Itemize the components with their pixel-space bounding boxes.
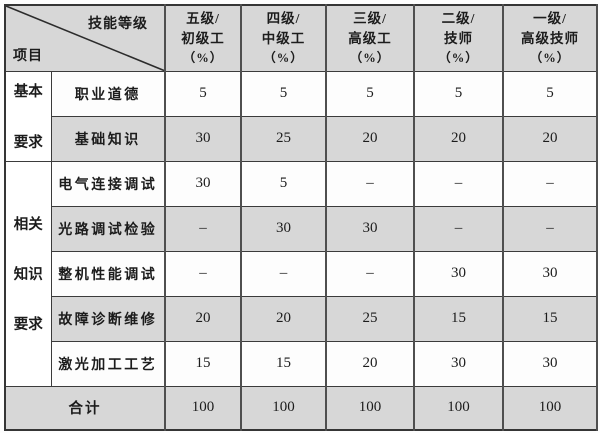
row-item-label: 激光加工工艺 bbox=[50, 340, 166, 387]
value-cell: 30 bbox=[164, 115, 242, 162]
total-value-cell: 100 bbox=[413, 385, 504, 431]
total-value-cell: 100 bbox=[164, 385, 242, 431]
value-cell: – bbox=[164, 205, 242, 252]
table-row: 光路调试检验 – 30 30 – – bbox=[5, 205, 598, 252]
row-item-label: 职业道德 bbox=[50, 70, 166, 117]
total-value-cell: 100 bbox=[502, 385, 598, 431]
value-cell: 5 bbox=[325, 70, 415, 117]
value-cell: – bbox=[413, 205, 504, 252]
diagonal-divider-line bbox=[6, 6, 164, 71]
value-cell: 30 bbox=[413, 340, 504, 387]
value-cell: 5 bbox=[502, 70, 598, 117]
value-cell: 30 bbox=[240, 205, 327, 252]
value-cell: 5 bbox=[240, 160, 327, 207]
value-cell: 30 bbox=[502, 250, 598, 297]
value-cell: 5 bbox=[413, 70, 504, 117]
total-row: 合计 100 100 100 100 100 bbox=[4, 385, 598, 431]
value-cell: – bbox=[240, 250, 327, 297]
col-header-level-5: 五级/ 初级工 （%） bbox=[164, 4, 242, 72]
value-cell: 30 bbox=[413, 250, 504, 297]
value-cell: 15 bbox=[413, 295, 504, 342]
col-header-level-4: 四级/ 中级工 （%） bbox=[240, 4, 327, 72]
value-cell: 5 bbox=[240, 70, 327, 117]
value-cell: – bbox=[164, 250, 242, 297]
total-label: 合计 bbox=[4, 385, 166, 431]
row-item-label: 光路调试检验 bbox=[50, 205, 166, 252]
corner-header-cell: 技能等级 项目 bbox=[4, 4, 166, 72]
value-cell: 25 bbox=[240, 115, 327, 162]
total-value-cell: 100 bbox=[325, 385, 415, 431]
value-cell: – bbox=[502, 160, 598, 207]
value-cell: 30 bbox=[325, 205, 415, 252]
value-cell: – bbox=[413, 160, 504, 207]
col-header-level-1: 一级/ 高级技师 （%） bbox=[502, 4, 598, 72]
value-cell: – bbox=[325, 250, 415, 297]
table-row: 整机性能调试 – – – 30 30 bbox=[5, 250, 598, 297]
total-value-cell: 100 bbox=[240, 385, 327, 431]
row-item-label: 整机性能调试 bbox=[50, 250, 166, 297]
value-cell: 15 bbox=[164, 340, 242, 387]
row-item-label: 基础知识 bbox=[50, 115, 166, 162]
value-cell: 15 bbox=[240, 340, 327, 387]
skill-grade-weight-table: 技能等级 项目 五级/ 初级工 （%） 四级/ 中级工 （%） 三级/ 高级工 … bbox=[4, 4, 598, 431]
value-cell: 20 bbox=[413, 115, 504, 162]
row-item-label: 故障诊断维修 bbox=[50, 295, 166, 342]
table-row: 激光加工工艺 15 15 20 30 30 bbox=[5, 340, 598, 387]
table-row: 相关 知识 要求 电气连接调试 30 5 – – – bbox=[4, 160, 598, 387]
value-cell: 20 bbox=[502, 115, 598, 162]
value-cell: 20 bbox=[240, 295, 327, 342]
skill-grade-corner-label: 技能等级 bbox=[88, 17, 148, 32]
value-cell: 20 bbox=[325, 115, 415, 162]
value-cell: 5 bbox=[164, 70, 242, 117]
group-related-knowledge: 相关 知识 要求 bbox=[4, 160, 52, 387]
value-cell: 20 bbox=[164, 295, 242, 342]
value-cell: 30 bbox=[164, 160, 242, 207]
value-cell: 30 bbox=[502, 340, 598, 387]
value-cell: – bbox=[325, 160, 415, 207]
table-row: 基础知识 30 25 20 20 20 bbox=[5, 115, 598, 162]
table-row: 基本 要求 职业道德 5 5 5 5 5 bbox=[4, 70, 598, 162]
header-row: 技能等级 项目 五级/ 初级工 （%） 四级/ 中级工 （%） 三级/ 高级工 … bbox=[4, 4, 598, 72]
table-row: 故障诊断维修 20 20 25 15 15 bbox=[5, 295, 598, 342]
row-item-label: 电气连接调试 bbox=[50, 160, 166, 207]
value-cell: 15 bbox=[502, 295, 598, 342]
item-corner-label: 项目 bbox=[13, 48, 43, 64]
col-header-level-2: 二级/ 技师 （%） bbox=[413, 4, 504, 72]
group-basic-requirements: 基本 要求 bbox=[4, 70, 52, 162]
value-cell: 20 bbox=[325, 340, 415, 387]
value-cell: – bbox=[502, 205, 598, 252]
col-header-level-3: 三级/ 高级工 （%） bbox=[325, 4, 415, 72]
value-cell: 25 bbox=[325, 295, 415, 342]
